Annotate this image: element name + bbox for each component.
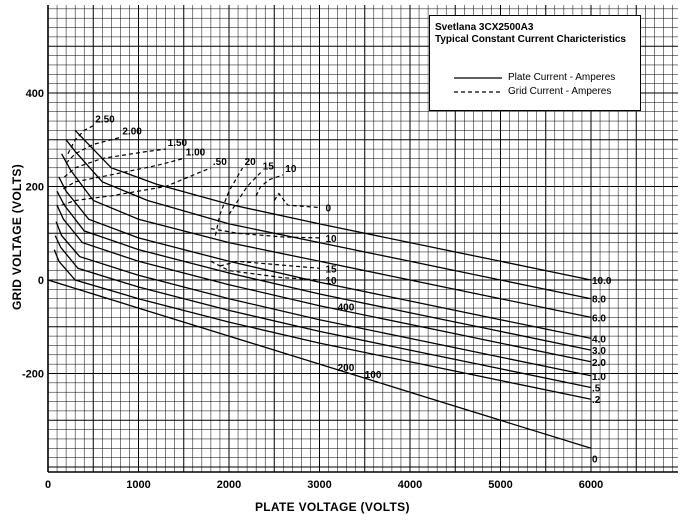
axes: [47, 5, 678, 473]
plate-current-line: [61, 153, 592, 319]
x-tick-label: 5000: [488, 479, 512, 491]
curve-labels: 10.08.06.04.03.02.01.0.5.202.502.001.501…: [95, 115, 612, 466]
plate-current-lines: [47, 129, 592, 449]
grid-current-line: [61, 167, 212, 206]
y-tick-label: -200: [22, 369, 44, 381]
plate-current-line: [55, 221, 592, 377]
plate-current-line: [47, 279, 592, 449]
grid-current-line: [210, 260, 320, 281]
grid-current-label: 2.00: [122, 126, 142, 137]
plate-current-label: 1.0: [592, 372, 606, 383]
plate-current-label: 0: [592, 454, 598, 465]
y-axis-label: GRID VOLTAGE (VOLTS): [10, 164, 24, 310]
annotations: 400 200 100: [338, 302, 382, 381]
legend-title-block: Svetlana 3CX2500A3 Typical Constant Curr…: [435, 22, 626, 46]
plate-current-line: [54, 235, 592, 389]
grid-current-label: 2.50: [95, 115, 115, 126]
grid-current-label: 0: [326, 204, 332, 215]
grid-major: [47, 5, 678, 472]
plate-current-label: 3.0: [592, 346, 606, 357]
grid-current-label: .50: [213, 157, 227, 168]
grid-current-line: [63, 148, 166, 178]
x-tick-label: 0: [45, 479, 51, 491]
grid-current-lines: [61, 125, 320, 281]
legend-label-plate: Plate Current - Amperes: [508, 72, 616, 83]
y-tick-label: 200: [26, 182, 44, 194]
grid-current-label: 10: [326, 276, 338, 287]
plate-current-label: 4.0: [592, 334, 606, 345]
legend-entry-plate: Plate Current - Amperes: [454, 72, 615, 83]
grid-current-label: 1.50: [168, 138, 188, 149]
chart-annotation: 100: [365, 370, 382, 381]
grid-current-label: 15: [326, 264, 338, 275]
plate-current-label: .2: [592, 395, 601, 406]
grid-current-line: [219, 260, 320, 269]
chart-title: Svetlana 3CX2500A3: [435, 22, 534, 33]
grid-current-line: [63, 157, 184, 190]
chart-annotation: 400: [338, 302, 355, 313]
grid-current-label: 10: [285, 164, 297, 175]
plate-current-label: .5: [592, 384, 601, 395]
y-tick-label: 0: [38, 275, 44, 287]
grid-current-label: 20: [245, 157, 257, 168]
x-tick-label: 6000: [579, 479, 603, 491]
grid-current-line: [210, 228, 320, 239]
plate-current-label: 8.0: [592, 295, 606, 306]
grid-current-line: [273, 192, 320, 209]
grid-current-label: 1.00: [186, 147, 206, 158]
solid-line-swatch: [454, 76, 502, 79]
x-tick-label: 3000: [307, 479, 331, 491]
x-tick-label: 1000: [126, 479, 150, 491]
legend-entry-grid: Grid Current - Amperes: [454, 86, 611, 97]
x-axis-label: PLATE VOLTAGE (VOLTS): [255, 500, 410, 514]
grid-current-label: 15: [263, 161, 275, 172]
plate-current-line: [58, 176, 592, 340]
plate-current-line: [56, 190, 592, 351]
grid-current-line: [228, 172, 262, 215]
dashed-line-swatch: [454, 90, 502, 93]
legend-label-grid: Grid Current - Amperes: [508, 86, 612, 97]
grid-current-line: [67, 125, 94, 155]
plate-current-line: [56, 204, 592, 363]
chart-subtitle: Typical Constant Current Charicteristics: [435, 34, 626, 45]
grid-current-line: [214, 167, 244, 236]
plate-current-line: [53, 249, 592, 400]
plate-current-line: [74, 129, 592, 281]
legend-box: Svetlana 3CX2500A3 Typical Constant Curr…: [429, 15, 641, 111]
y-tick-label: 400: [26, 88, 44, 100]
grid-current-line: [255, 174, 284, 197]
plate-current-label: 6.0: [592, 313, 606, 324]
plate-current-label: 2.0: [592, 358, 606, 369]
x-tick-label: 2000: [217, 479, 241, 491]
plate-current-line: [65, 139, 592, 300]
x-tick-label: 4000: [398, 479, 422, 491]
chart-annotation: 200: [338, 363, 355, 374]
grid-current-line: [65, 136, 121, 164]
grid-current-label: 10: [326, 234, 338, 245]
plate-current-label: 10.0: [592, 276, 612, 287]
grid-minor: [48, 5, 678, 472]
